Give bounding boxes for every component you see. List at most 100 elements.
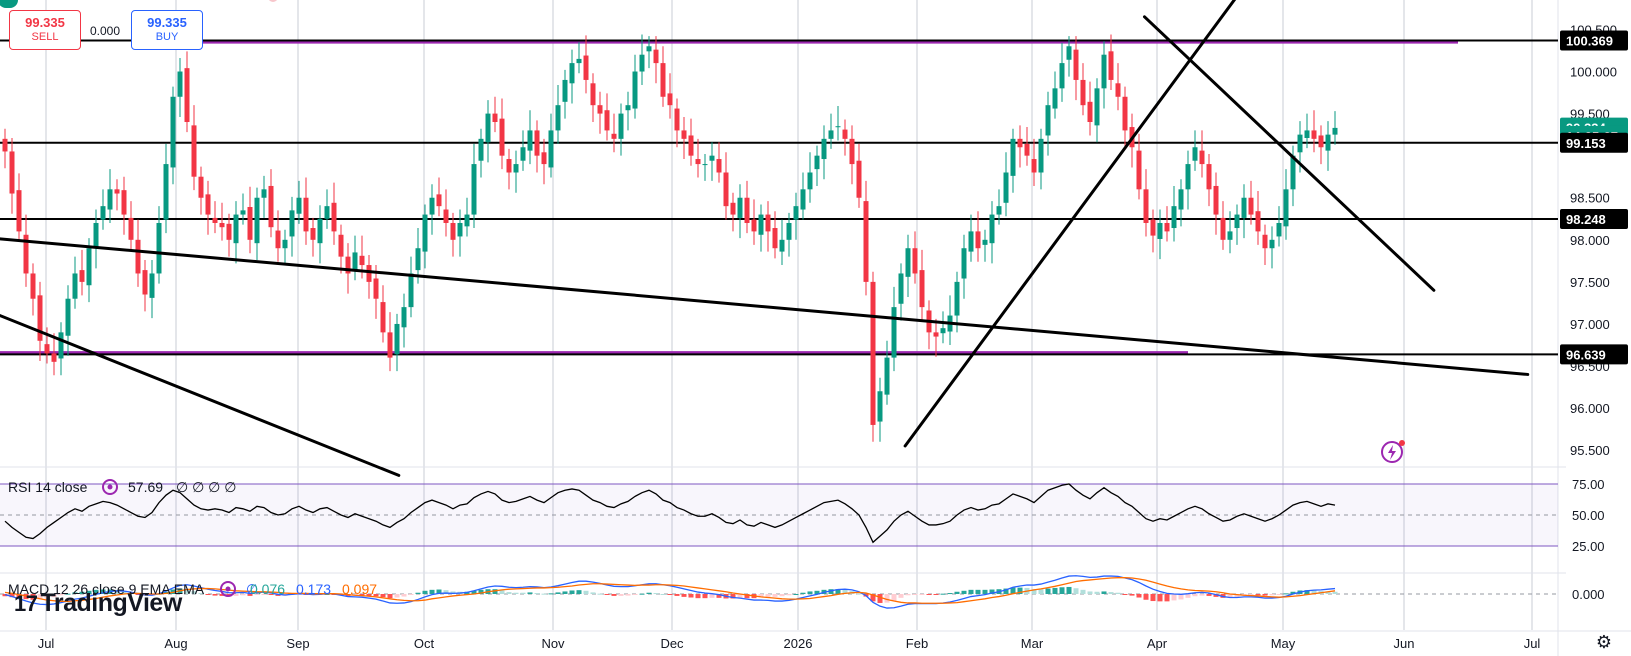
- candle-body: [233, 214, 239, 244]
- candle-body: [856, 160, 862, 198]
- candle-body: [429, 197, 435, 215]
- candle-body: [800, 189, 806, 210]
- candle-body: [492, 113, 498, 123]
- candle-body: [184, 68, 190, 123]
- candle-body: [884, 357, 890, 395]
- candle-body: [1276, 222, 1282, 237]
- macd-histogram-bar: [513, 592, 519, 594]
- candle-body: [1101, 54, 1107, 89]
- candle-body: [681, 130, 687, 139]
- candle-body: [1024, 143, 1030, 156]
- macd-histogram-bar: [779, 594, 785, 597]
- candle-body: [114, 189, 120, 194]
- macd-histogram-bar: [1304, 590, 1310, 594]
- macd-histogram-bar: [541, 593, 547, 595]
- buy-button[interactable]: 99.335 BUY: [131, 10, 203, 50]
- macd-histogram-bar: [1038, 589, 1044, 594]
- macd-histogram-bar: [905, 594, 911, 596]
- candle-body: [1311, 130, 1317, 139]
- candle-body: [177, 71, 183, 97]
- macd-histogram-bar: [828, 589, 834, 594]
- macd-histogram-bar: [1311, 590, 1317, 594]
- candle-body: [422, 214, 428, 252]
- macd-histogram-bar: [51, 594, 57, 598]
- candle-body: [632, 71, 638, 109]
- candle-body: [1017, 138, 1023, 148]
- macd-histogram-bar: [968, 589, 974, 594]
- macd-histogram-bar: [1269, 594, 1275, 596]
- candle-body: [611, 133, 617, 139]
- tradingview-logo[interactable]: 17 TradingView: [14, 589, 182, 618]
- candle-body: [317, 218, 323, 244]
- candle-body: [1255, 211, 1261, 232]
- candle-body: [1136, 150, 1142, 190]
- candle-body: [982, 239, 988, 245]
- rsi-tick-label: 75.00: [1572, 477, 1605, 492]
- macd-histogram-bar: [1262, 594, 1268, 596]
- macd-histogram-bar: [37, 594, 43, 600]
- macd-histogram-bar: [387, 594, 393, 599]
- macd-histogram-bar: [604, 594, 610, 595]
- time-axis[interactable]: Jul Aug Sep Oct Nov Dec 2026 Feb Mar Apr May Jun Jul: [38, 636, 1541, 651]
- candle-body: [891, 307, 897, 358]
- macd-histogram-bar: [653, 593, 659, 595]
- lightning-icon[interactable]: [1381, 440, 1405, 463]
- y-tick-label: 97.000: [1570, 317, 1610, 332]
- settings-gear-icon[interactable]: ⚙: [1595, 632, 1613, 652]
- macd-tick-label: 0.000: [1572, 587, 1605, 602]
- candle-body: [72, 273, 78, 299]
- macd-histogram-bar: [1094, 591, 1100, 594]
- candle-body: [275, 230, 281, 249]
- candle-body: [457, 222, 463, 237]
- candle-body: [933, 332, 939, 337]
- macd-histogram-bar: [1136, 594, 1142, 598]
- rsi-line: [4, 483, 1336, 544]
- candle-body: [989, 214, 995, 244]
- candle-body: [786, 222, 792, 240]
- sell-button[interactable]: 99.335 SELL: [9, 10, 81, 50]
- candle-body: [212, 217, 218, 223]
- candle-body: [996, 206, 1002, 215]
- candle-body: [751, 219, 757, 232]
- candle-body: [562, 79, 568, 102]
- candle-body: [1290, 155, 1296, 190]
- candle-body: [303, 197, 309, 232]
- macd-histogram-bar: [758, 594, 764, 598]
- macd-histogram-bar: [184, 589, 190, 594]
- candle-body: [709, 155, 715, 161]
- macd-histogram-bar: [1332, 591, 1338, 594]
- candle-body: [534, 130, 540, 156]
- macd-histogram-bar: [856, 593, 862, 595]
- price-tag-label: 96.639: [1566, 347, 1606, 362]
- candle-body: [1164, 222, 1170, 232]
- y-tick-label: 96.000: [1570, 401, 1610, 416]
- candle-body: [1010, 138, 1016, 176]
- candle-body: [205, 194, 211, 215]
- candle-body: [485, 113, 491, 143]
- candle-body: [604, 110, 610, 131]
- macd-histogram-bar: [1171, 594, 1177, 601]
- macd-histogram-bar: [877, 594, 883, 603]
- macd-histogram-bar: [674, 594, 680, 596]
- candle-body: [1206, 164, 1212, 190]
- macd-settings-icon[interactable]: [220, 581, 236, 597]
- candle-body: [695, 159, 701, 165]
- candle-body: [401, 307, 407, 328]
- rsi-settings-icon[interactable]: [102, 479, 118, 495]
- macd-histogram-bar: [772, 594, 778, 597]
- macd-histogram-bar: [940, 593, 946, 595]
- candle-body: [1199, 150, 1205, 165]
- macd-histogram-bar: [975, 589, 981, 594]
- macd-histogram-bar: [842, 589, 848, 594]
- candle-body: [1066, 46, 1072, 60]
- macd-histogram-bar: [702, 594, 708, 599]
- macd-histogram-bar: [16, 594, 22, 599]
- candle-body: [730, 202, 736, 215]
- candle-body: [107, 189, 113, 210]
- macd-histogram-bar: [1157, 594, 1163, 602]
- rsi-extra: ∅ ∅ ∅ ∅: [176, 479, 236, 495]
- candle-body: [1178, 189, 1184, 210]
- macd-histogram-bar: [373, 594, 379, 597]
